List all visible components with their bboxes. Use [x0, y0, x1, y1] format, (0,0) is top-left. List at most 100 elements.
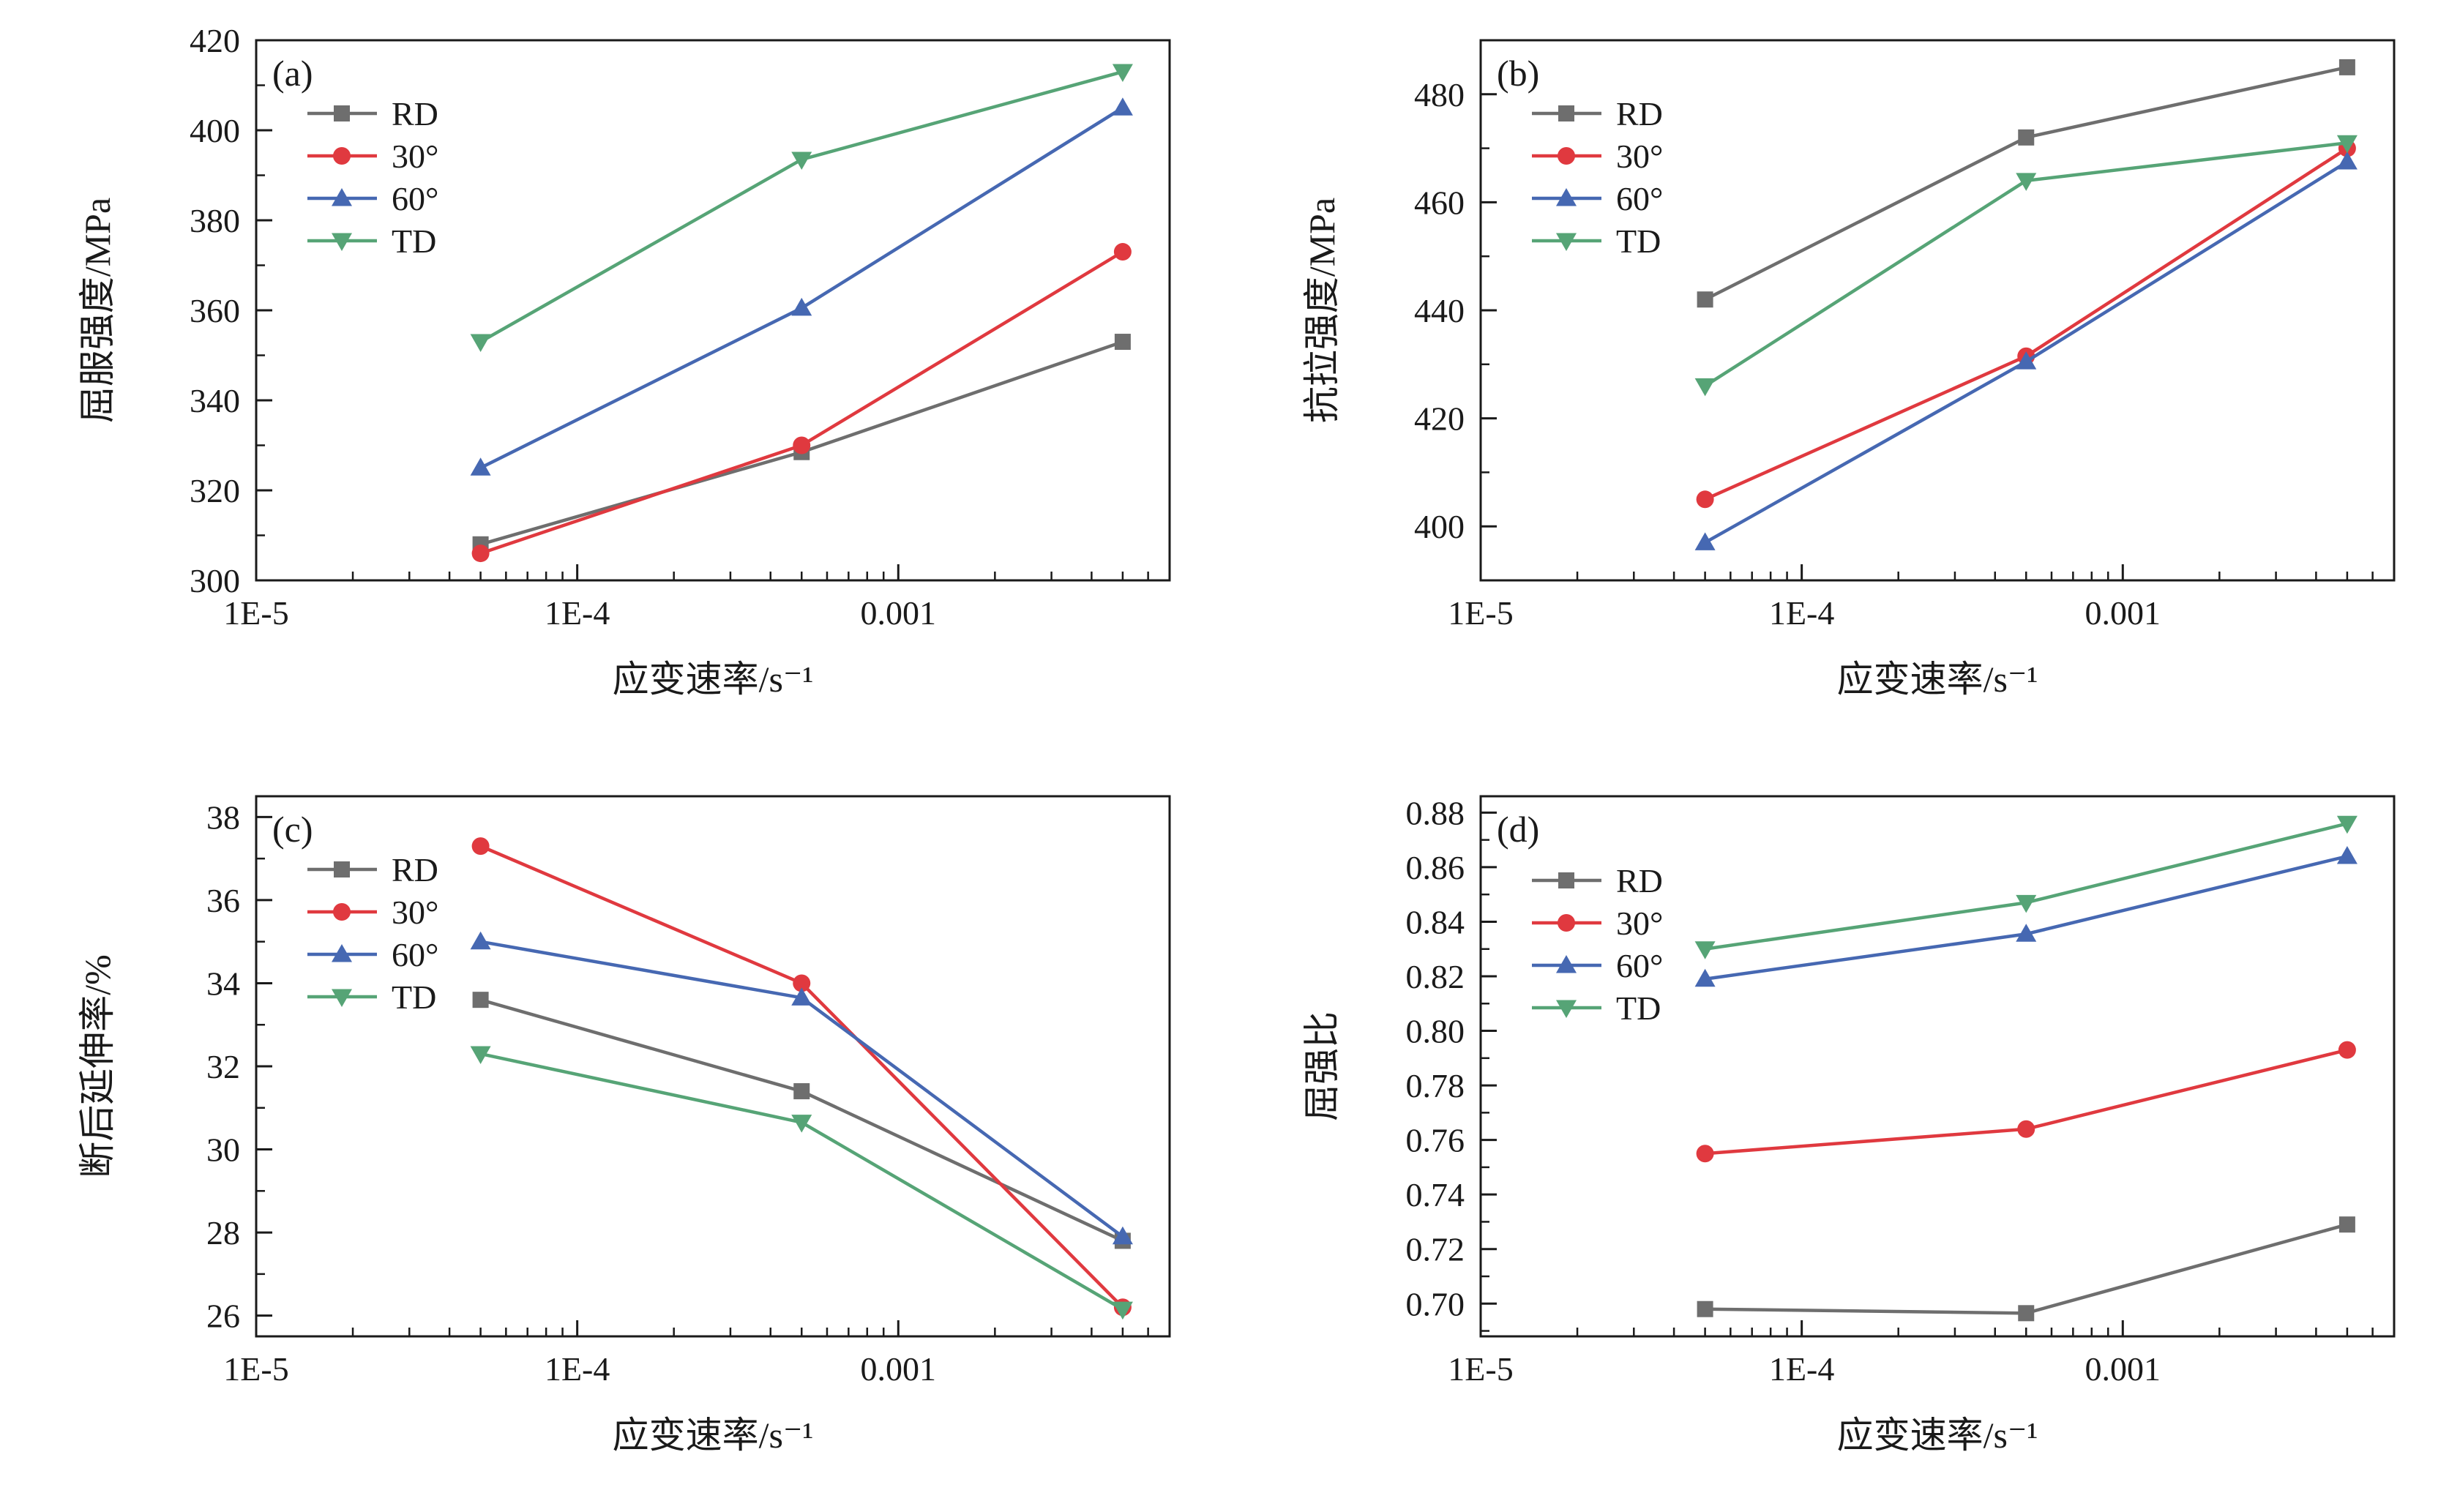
circle-marker — [793, 974, 811, 992]
legend-label: 30° — [392, 138, 438, 175]
circle-marker — [1113, 243, 1132, 261]
square-marker — [334, 861, 350, 877]
triangle-down-marker — [1112, 64, 1133, 83]
x-tick-label: 1E-5 — [1448, 594, 1513, 632]
triangle-up-marker — [791, 987, 812, 1006]
circle-marker — [2017, 1120, 2035, 1138]
circle-marker — [1558, 914, 1575, 932]
circle-marker — [1696, 1145, 1714, 1163]
chart-canvas-a: 1E-5 1E-4 0.001 300 320 340 360 380 400 420 (a) RD 3… — [77, 22, 1171, 700]
x-tick-label: 1E-4 — [1769, 1350, 1834, 1388]
legend-label: 60° — [1616, 180, 1663, 217]
square-marker — [472, 992, 489, 1008]
legend-label: 60° — [1616, 947, 1663, 984]
circle-marker — [333, 903, 351, 921]
square-marker — [2338, 59, 2355, 75]
x-tick-label: 0.001 — [861, 1350, 937, 1388]
legend-label: 30° — [392, 894, 438, 931]
y-tick-label: 0.82 — [1406, 958, 1465, 995]
x-tick-label: 1E-5 — [223, 1350, 288, 1388]
square-marker — [1114, 334, 1131, 351]
y-axis-title: 断后延伸率/% — [77, 954, 118, 1178]
y-tick-label: 28 — [206, 1214, 240, 1251]
legend-label: 30° — [1616, 138, 1663, 175]
triangle-down-marker — [1694, 941, 1716, 959]
x-axis-title: 应变速率/s⁻¹ — [1837, 659, 2038, 700]
square-marker — [334, 105, 350, 121]
x-tick-label: 1E-5 — [1448, 1350, 1513, 1388]
y-tick-label: 300 — [190, 562, 240, 599]
y-tick-label: 34 — [206, 965, 240, 1002]
circle-marker — [333, 147, 351, 165]
legend-label: TD — [1616, 989, 1661, 1027]
triangle-down-marker — [2336, 135, 2358, 154]
y-tick-label: 36 — [206, 882, 240, 919]
panel-label: (c) — [272, 809, 313, 850]
circle-marker — [1558, 147, 1575, 165]
chart-c: 1E-5 1E-4 0.001 26 28 30 32 34 36 38 (c) RD 30° 60° TD… — [0, 756, 1224, 1512]
series-line-30° — [479, 250, 1124, 555]
legend-label: TD — [1616, 222, 1661, 260]
series-line-RD — [1705, 1223, 2348, 1315]
panel-label: (b) — [1497, 53, 1539, 94]
triangle-up-marker — [470, 457, 491, 476]
triangle-up-marker — [1112, 1226, 1133, 1245]
y-tick-label: 30 — [206, 1131, 240, 1169]
x-tick-label: 0.001 — [861, 594, 937, 632]
square-marker — [1558, 872, 1574, 888]
triangle-down-marker — [1694, 378, 1716, 397]
square-marker — [793, 1083, 810, 1100]
y-tick-label: 0.86 — [1406, 849, 1465, 886]
legend-label: 60° — [392, 936, 438, 973]
y-tick-label: 360 — [190, 292, 240, 329]
y-tick-label: 26 — [206, 1298, 240, 1335]
plot-frame — [1479, 795, 2396, 1338]
legend-label: RD — [392, 95, 438, 132]
triangle-up-marker — [791, 297, 812, 316]
triangle-down-marker — [470, 1046, 491, 1064]
series-line-30° — [1705, 1048, 2348, 1156]
triangle-down-marker — [332, 989, 352, 1007]
y-tick-label: 420 — [190, 22, 240, 59]
y-tick-label: 0.76 — [1406, 1122, 1465, 1159]
circle-marker — [471, 544, 490, 563]
triangle-down-marker — [470, 334, 491, 353]
y-tick-label: 320 — [190, 472, 240, 509]
legend-label: 60° — [392, 180, 438, 217]
triangle-up-marker — [332, 188, 352, 206]
series-line-30° — [479, 845, 1124, 1309]
legend-label: RD — [1616, 95, 1663, 132]
panel-label: (a) — [272, 53, 313, 94]
circle-marker — [471, 837, 490, 856]
chart-canvas-d: 1E-5 1E-4 0.001 0.70 0.72 0.74 0.76 0.78 0.80 0.8… — [1301, 794, 2396, 1456]
x-tick-label: 1E-5 — [223, 594, 288, 632]
y-axis-title: 抗拉强度/MPa — [1301, 198, 1342, 423]
triangle-up-marker — [332, 944, 352, 962]
panel-label: (d) — [1497, 809, 1539, 850]
y-tick-label: 400 — [1414, 508, 1465, 545]
triangle-up-marker — [1694, 968, 1716, 987]
x-tick-label: 1E-4 — [1769, 594, 1834, 632]
triangle-down-marker — [2016, 173, 2037, 191]
square-marker — [1697, 291, 1713, 308]
x-axis-title: 应变速率/s⁻¹ — [1837, 1415, 2038, 1456]
y-axis-title: 屈强比 — [1301, 1011, 1342, 1121]
triangle-up-marker — [1556, 955, 1577, 973]
y-tick-label: 0.84 — [1406, 903, 1465, 940]
x-axis-title: 应变速率/s⁻¹ — [613, 1415, 814, 1456]
y-tick-label: 400 — [190, 112, 240, 149]
y-tick-label: 38 — [206, 798, 240, 836]
square-marker — [1558, 105, 1574, 121]
x-tick-label: 1E-4 — [545, 594, 610, 632]
triangle-down-marker — [1112, 1301, 1133, 1320]
x-tick-label: 0.001 — [2085, 1350, 2161, 1388]
legend-label: TD — [392, 978, 436, 1016]
triangle-up-marker — [470, 931, 491, 950]
triangle-down-marker — [791, 1115, 812, 1133]
triangle-down-marker — [332, 233, 352, 251]
circle-marker — [793, 436, 811, 454]
square-marker — [1697, 1300, 1713, 1317]
chart-b: 1E-5 1E-4 0.001 400 420 440 460 480 (b) RD 30° 60° T… — [1224, 0, 2449, 756]
y-axis-title: 屈服强度/MPa — [77, 198, 118, 423]
